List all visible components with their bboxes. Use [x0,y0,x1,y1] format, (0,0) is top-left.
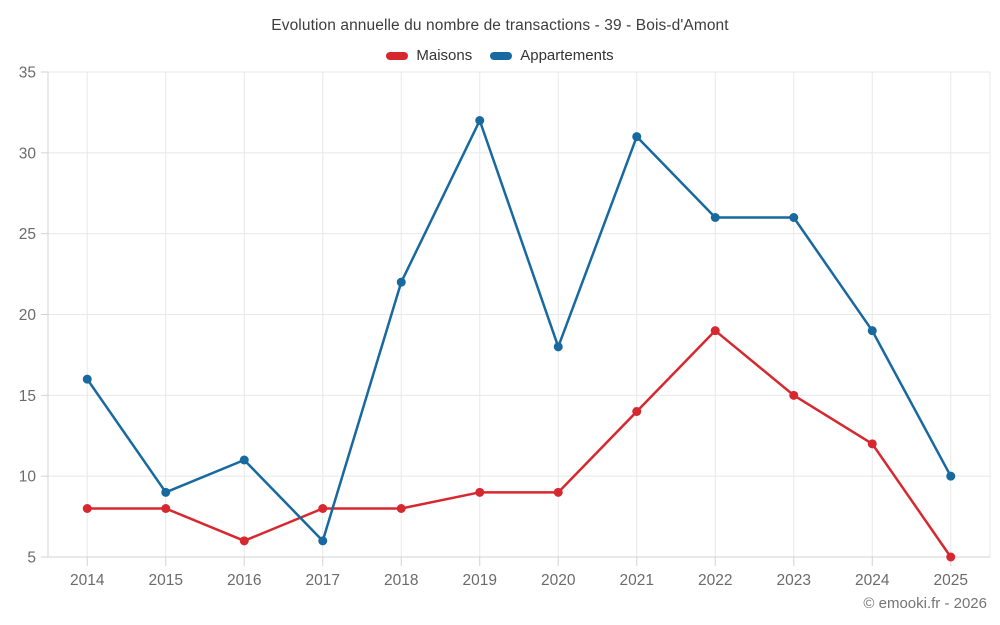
legend-item-appartements[interactable]: Appartements [490,47,614,64]
data-point-maisons [789,390,799,400]
legend-item-maisons[interactable]: Maisons [386,47,472,64]
data-point-maisons [239,536,249,546]
x-axis-label: 2024 [855,572,890,589]
y-axis-label: 10 [19,469,37,486]
data-point-appartements [318,536,328,546]
x-axis-label: 2023 [777,572,811,589]
data-point-appartements [710,213,720,222]
x-axis-label: 2016 [227,572,261,589]
data-point-appartements [82,374,92,384]
data-point-maisons [161,504,171,513]
data-point-appartements [553,342,563,352]
data-point-appartements [867,326,877,336]
x-axis-label: 2021 [620,572,654,589]
data-point-appartements [632,132,642,142]
series-line-appartements [86,119,952,543]
data-point-maisons [475,487,485,497]
data-point-maisons [867,439,877,449]
data-point-appartements [239,455,249,465]
data-point-appartements [789,213,799,222]
copyright-text: © emooki.fr - 2026 [863,595,987,612]
series-line-maisons [86,329,952,559]
data-point-maisons [710,326,720,336]
y-axis-label: 15 [19,388,36,405]
y-axis-label: 35 [19,65,36,82]
y-axis-label: 25 [19,226,36,243]
chart-title: Evolution annuelle du nombre de transact… [271,17,729,34]
x-axis-label: 2014 [70,572,105,589]
data-point-appartements [396,277,406,287]
data-point-appartements [475,116,485,125]
x-axis-label: 2020 [541,572,576,589]
data-point-maisons [82,504,92,513]
legend-label-maisons: Maisons [416,47,473,64]
data-point-appartements [161,487,171,497]
chart-legend: Maisons Appartements [0,47,1000,64]
x-axis-label: 2022 [698,572,732,589]
data-point-appartements [946,471,956,481]
x-axis-label: 2018 [384,572,418,589]
x-axis-label: 2015 [149,572,183,589]
data-point-maisons [553,487,563,497]
x-axis-label: 2019 [463,572,497,589]
y-axis-label: 20 [19,307,37,324]
legend-marker-appartements [490,51,513,60]
legend-marker-maisons [386,51,409,60]
legend-label-appartements: Appartements [520,47,614,64]
data-point-maisons [632,407,642,416]
data-point-maisons [396,504,406,513]
data-point-maisons [946,552,956,562]
x-axis-label: 2025 [934,572,968,589]
y-axis-label: 30 [19,145,37,162]
x-axis-label: 2017 [306,572,340,589]
y-axis-label: 5 [27,550,36,567]
data-point-maisons [318,504,328,513]
